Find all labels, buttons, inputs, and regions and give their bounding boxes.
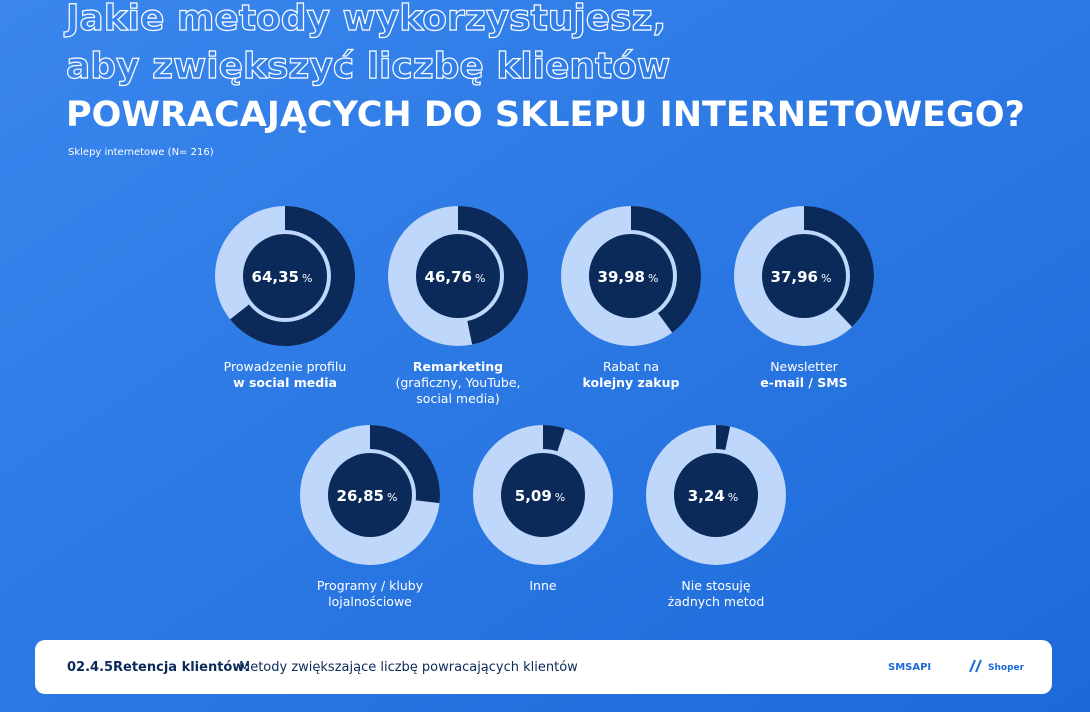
category-label: kolejny zakup [583,375,680,390]
donut-center [416,234,500,318]
donut-center [501,453,585,537]
logo: Shoper [988,663,1025,673]
category-label: e-mail / SMS [760,375,847,390]
donut-center [589,234,673,318]
category-label: Rabat na [603,359,659,374]
footer-code: 02.4.5 [67,660,113,675]
value-unit: % [302,272,312,285]
value-label: 39,98 % [598,268,659,286]
value-label: 3,24 % [688,487,738,505]
value-label: 46,76 % [425,268,486,286]
category-label: Inne [529,578,557,593]
category-label: (graficzny, YouTube, [396,375,521,390]
value-label: 37,96 % [771,268,832,286]
category-label: Nie stosuję [681,578,750,593]
donut-center [674,453,758,537]
category-label: Newsletter [770,359,838,374]
donut-center [243,234,327,318]
value-label: 26,85 % [337,487,398,505]
donut-center [328,453,412,537]
value-number: 5,09 [515,487,552,505]
value-unit: % [555,491,565,504]
value-number: 39,98 [598,268,645,286]
value-label: 5,09 % [515,487,565,505]
value-unit: % [387,491,397,504]
footer-bar [35,640,1052,694]
category-label: Prowadzenie profilu [224,359,347,374]
logo: SMSAPI [888,662,931,673]
title-line: aby zwiększyć liczbę klientów [66,46,670,87]
category-label: social media) [416,391,499,406]
title-line: Jakie metody wykorzystujesz, [63,0,666,39]
subtitle: Sklepy internetowe (N= 216) [68,147,214,158]
footer-description: Metody zwiększające liczbę powracających… [239,660,578,675]
value-unit: % [821,272,831,285]
value-number: 64,35 [252,268,299,286]
value-number: 46,76 [425,268,472,286]
category-label: Remarketing [413,359,503,374]
category-label: lojalnościowe [328,594,412,609]
value-unit: % [648,272,658,285]
value-number: 37,96 [771,268,818,286]
category-label: w social media [233,375,337,390]
title-line: POWRACAJĄCYCH DO SKLEPU INTERNETOWEGO? [66,95,1025,135]
footer-section: Retencja klientów: [113,660,250,675]
value-label: 64,35 % [252,268,313,286]
donut-center [762,234,846,318]
category-label: Programy / kluby [317,578,424,593]
value-unit: % [475,272,485,285]
value-number: 26,85 [337,487,384,505]
value-number: 3,24 [688,487,725,505]
logo-icon [969,659,982,673]
value-unit: % [728,491,738,504]
category-label: żadnych metod [668,594,765,609]
